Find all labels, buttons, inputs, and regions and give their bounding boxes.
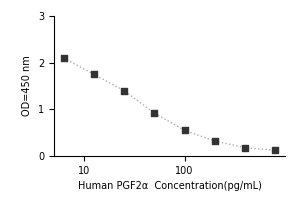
Point — [92, 73, 96, 76]
Point — [243, 146, 248, 149]
Y-axis label: OD=450 nm: OD=450 nm — [22, 56, 32, 116]
Point — [152, 111, 157, 115]
X-axis label: Human PGF2α  Concentration(pg/mL): Human PGF2α Concentration(pg/mL) — [78, 181, 261, 191]
Point — [273, 149, 278, 152]
Point — [182, 129, 187, 132]
Point — [212, 139, 217, 143]
Point — [61, 56, 66, 60]
Point — [122, 89, 127, 92]
